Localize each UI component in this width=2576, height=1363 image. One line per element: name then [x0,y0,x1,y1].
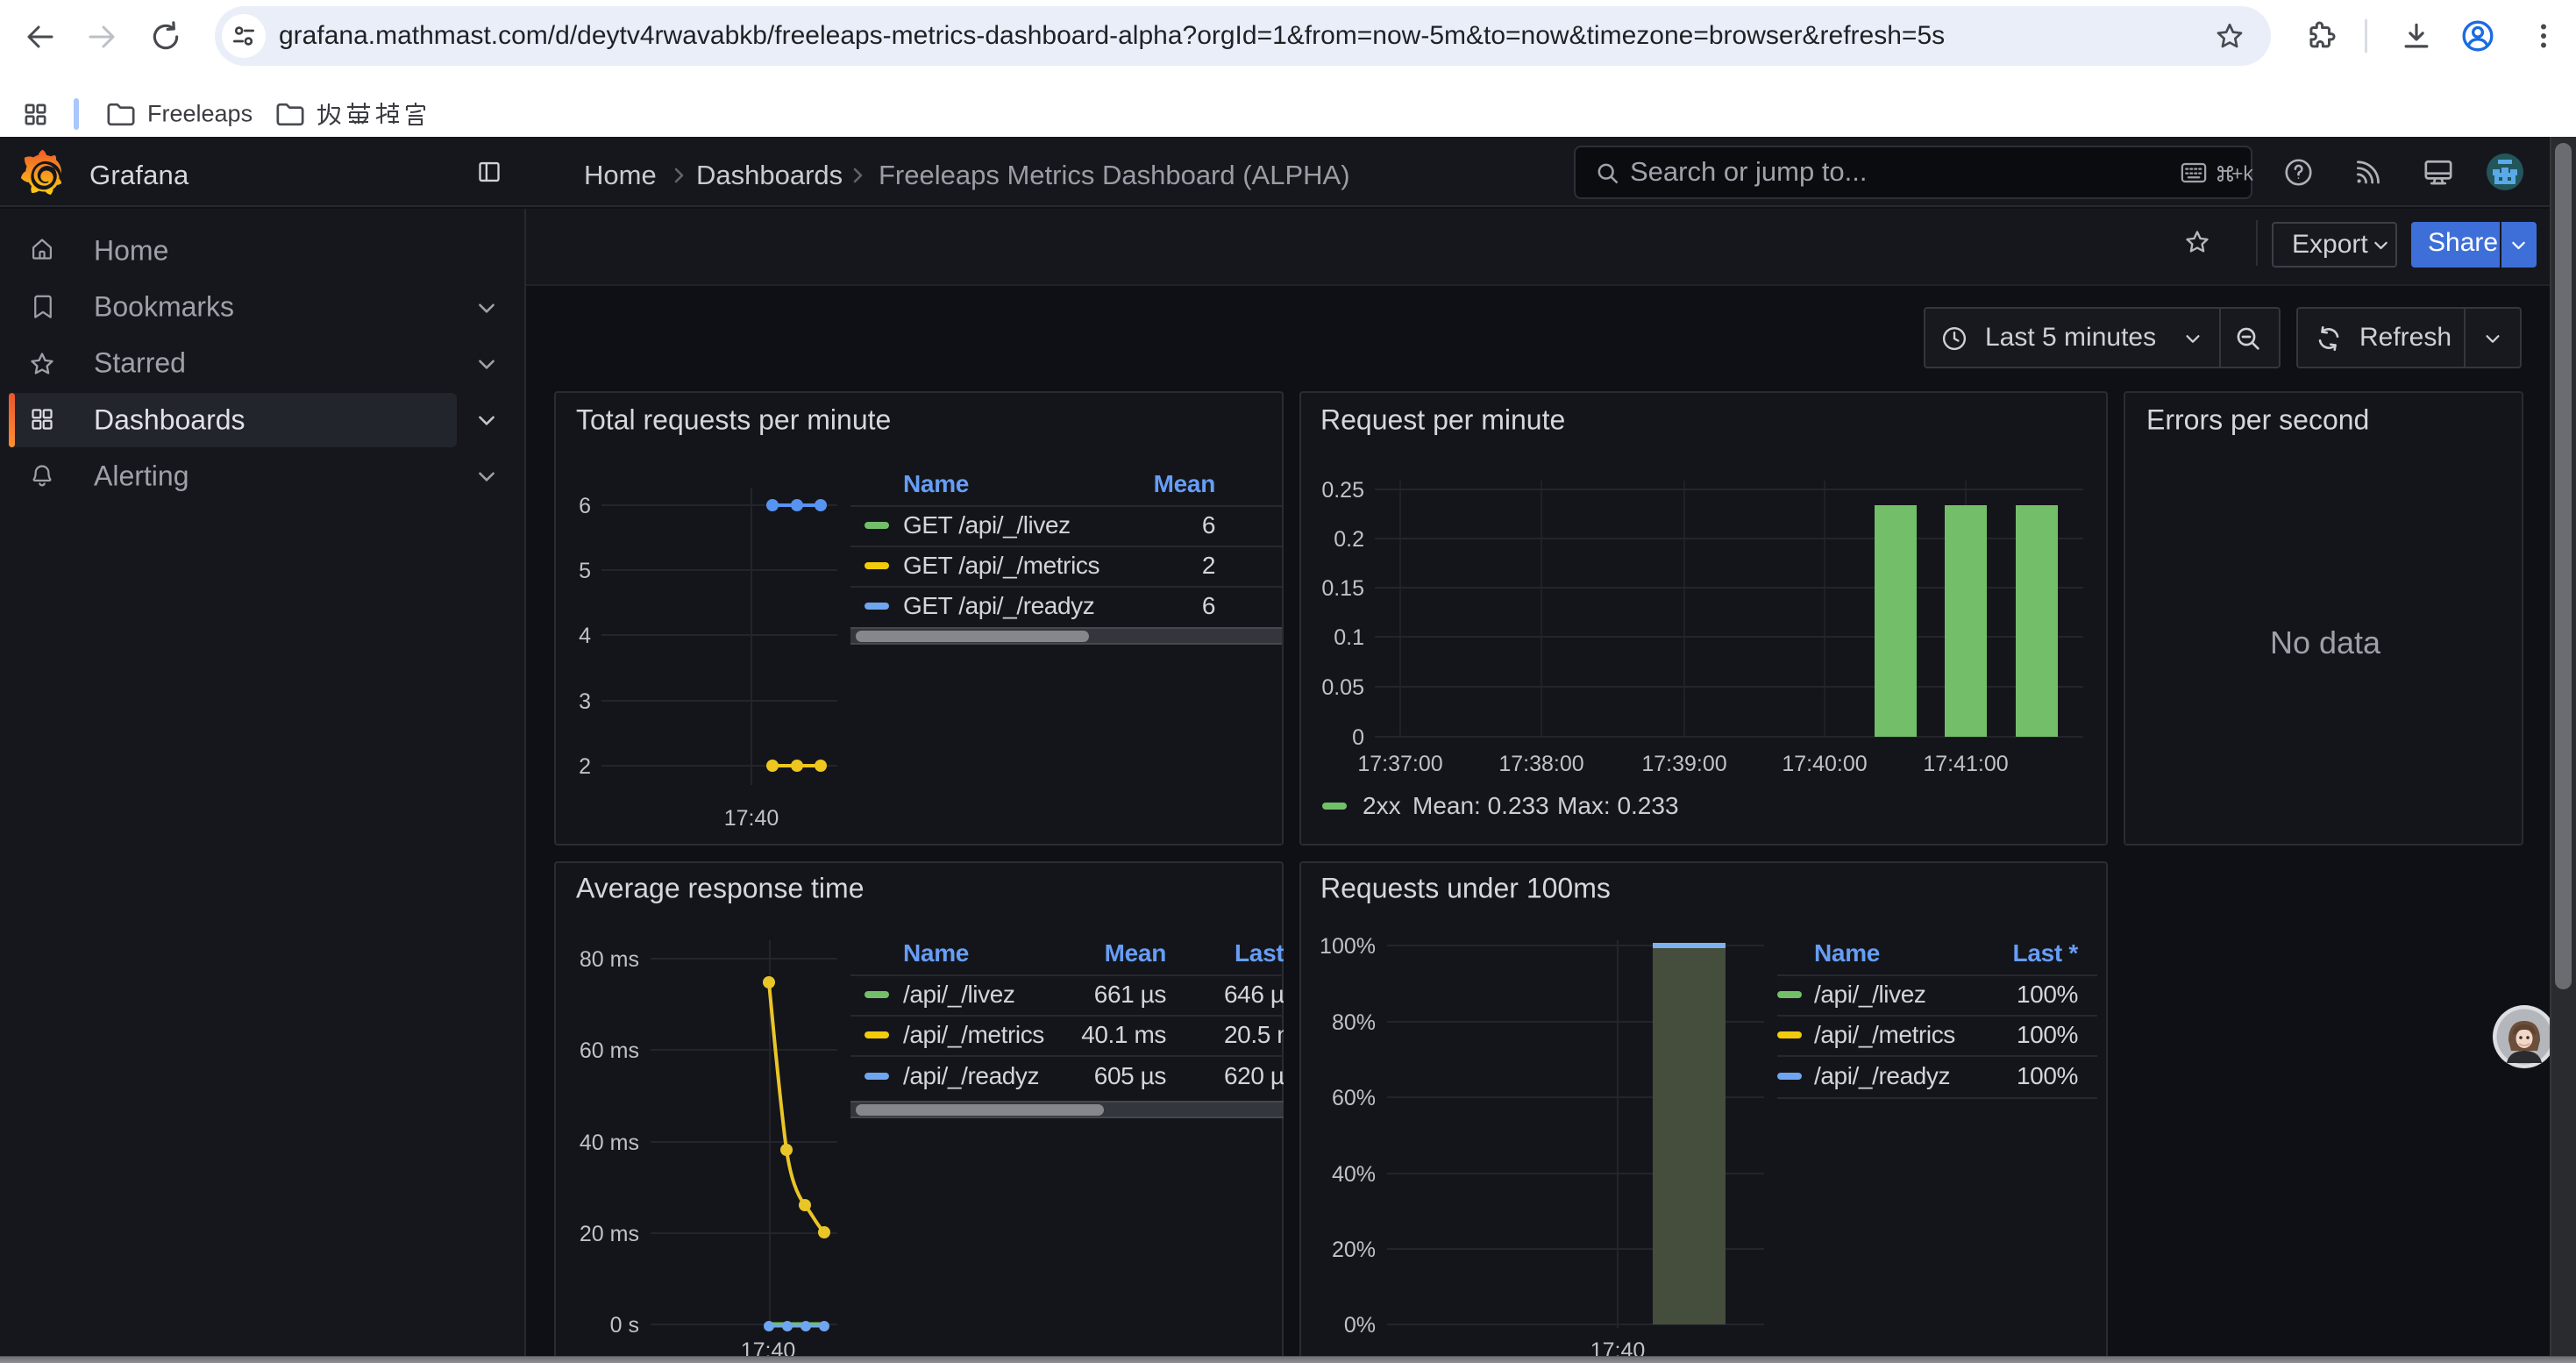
svg-text:0%: 0% [1344,1313,1376,1338]
svg-text:0.05: 0.05 [1321,675,1364,700]
svg-text:80%: 80% [1332,1010,1376,1035]
svg-text:20%: 20% [1332,1238,1376,1262]
svg-text:2: 2 [579,754,591,779]
svg-text:17:40:00: 17:40:00 [1782,752,1867,776]
svg-text:0.15: 0.15 [1321,576,1364,601]
svg-text:5: 5 [579,559,591,583]
svg-text:20 ms: 20 ms [580,1222,639,1246]
svg-text:6: 6 [579,494,591,518]
svg-text:4: 4 [579,624,591,648]
svg-text:0.1: 0.1 [1334,625,1364,650]
svg-text:17:39:00: 17:39:00 [1641,752,1726,776]
svg-text:0.2: 0.2 [1334,527,1364,552]
svg-text:0 s: 0 s [610,1313,639,1338]
svg-text:40 ms: 40 ms [580,1131,639,1155]
svg-text:100%: 100% [1320,934,1376,959]
svg-text:17:40: 17:40 [724,806,779,831]
svg-text:40%: 40% [1332,1162,1376,1187]
svg-text:60%: 60% [1332,1086,1376,1110]
svg-text:80 ms: 80 ms [580,947,639,972]
svg-text:17:38:00: 17:38:00 [1498,752,1583,776]
svg-text:0: 0 [1352,725,1364,750]
svg-text:60 ms: 60 ms [580,1038,639,1063]
svg-text:3: 3 [579,689,591,714]
svg-text:17:41:00: 17:41:00 [1923,752,2008,776]
svg-text:17:37:00: 17:37:00 [1357,752,1442,776]
svg-text:0.25: 0.25 [1321,478,1364,503]
